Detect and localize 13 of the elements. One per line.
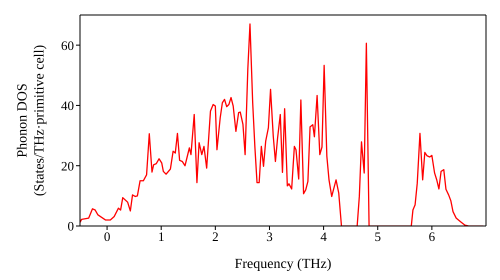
y-tick-label: 0 — [68, 218, 74, 234]
y-tick-label: 20 — [61, 158, 74, 174]
x-tick-label: 2 — [212, 229, 219, 244]
x-tick-label: 6 — [428, 229, 436, 244]
x-axis-title: Frequency (THz) — [234, 257, 332, 272]
y-tick-label: 40 — [61, 98, 74, 114]
x-tick-label: 0 — [104, 229, 110, 244]
y-tick-label: 60 — [61, 38, 74, 53]
x-tick-label: 3 — [266, 229, 273, 244]
x-tick-label: 1 — [158, 229, 164, 244]
y-axis-title: Phonon DOS (States/THz·primitive cell) — [16, 44, 48, 196]
x-tick-label: 4 — [320, 229, 328, 244]
x-tick-label: 5 — [374, 229, 381, 244]
